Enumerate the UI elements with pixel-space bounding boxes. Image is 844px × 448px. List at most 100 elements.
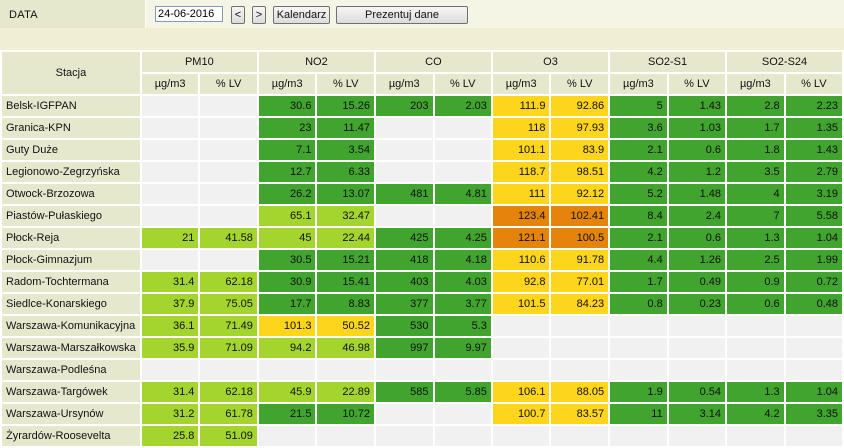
concentration-cell: 17.7	[256, 292, 318, 316]
date-label: DATA	[9, 9, 38, 21]
percent-lv-cell: 92.86	[549, 94, 611, 118]
station-name: Warszawa-Ursynów	[0, 402, 142, 426]
subheader-unit: µg/m3	[373, 72, 435, 96]
percent-lv-cell: 1.26	[666, 248, 728, 272]
table-row: Płock-Gimnazjum 30.5 15.21 418 4.18 110.6 91.7…	[0, 248, 844, 272]
concentration-cell: 92.8	[490, 270, 552, 294]
percent-lv-cell: 4.81	[432, 182, 493, 206]
subheader-lv: % LV	[315, 72, 376, 96]
concentration-cell: 1.3	[725, 380, 786, 404]
station-name: Piastów-Pułaskiego	[0, 204, 142, 228]
concentration-cell	[139, 358, 201, 382]
concentration-cell: 1.7	[725, 116, 786, 140]
percent-lv-cell	[432, 358, 493, 382]
percent-lv-cell	[432, 402, 493, 426]
concentration-cell: 26.2	[256, 182, 318, 206]
percent-lv-cell	[783, 336, 844, 360]
concentration-cell: 1.3	[725, 226, 786, 250]
concentration-cell: 4.4	[608, 248, 669, 272]
percent-lv-cell	[432, 116, 493, 140]
percent-lv-cell: 8.83	[315, 292, 376, 316]
percent-lv-cell: 0.23	[666, 292, 728, 316]
percent-lv-cell: 9.97	[432, 336, 493, 360]
concentration-cell: 8.4	[608, 204, 669, 228]
concentration-cell	[139, 138, 201, 162]
concentration-cell: 23	[256, 116, 318, 140]
concentration-cell	[139, 248, 201, 272]
percent-lv-cell: 92.12	[549, 182, 611, 206]
station-name: Siedlce-Konarskiego	[0, 292, 142, 316]
percent-lv-cell	[549, 314, 611, 338]
concentration-cell: 31.4	[139, 270, 201, 294]
percent-lv-cell: 71.49	[198, 314, 259, 338]
concentration-cell	[608, 358, 669, 382]
table-row: Warszawa-Marszałkowska 35.9 71.09 94.2 46.98…	[0, 336, 844, 360]
percent-lv-cell: 83.9	[549, 138, 611, 162]
concentration-cell	[256, 358, 318, 382]
concentration-cell: 0.8	[608, 292, 669, 316]
percent-lv-cell: 102.41	[549, 204, 611, 228]
concentration-cell: 111	[490, 182, 552, 206]
percent-lv-cell: 2.79	[783, 160, 844, 184]
concentration-cell	[490, 314, 552, 338]
station-name: Radom-Tochtermana	[0, 270, 142, 294]
station-name: Warszawa-Targówek	[0, 380, 142, 404]
percent-lv-cell: 1.04	[783, 380, 844, 404]
concentration-cell: 3.5	[725, 160, 786, 184]
station-header: Stacja	[0, 50, 142, 96]
concentration-cell: 2.8	[725, 94, 786, 118]
calendar-button[interactable]: Kalendarz	[273, 6, 330, 24]
percent-lv-cell: 1.2	[666, 160, 728, 184]
concentration-cell	[373, 138, 435, 162]
subheader-unit: µg/m3	[608, 72, 669, 96]
concentration-cell	[139, 116, 201, 140]
concentration-cell	[373, 402, 435, 426]
concentration-cell: 4.2	[725, 402, 786, 426]
subheader-unit: µg/m3	[256, 72, 318, 96]
percent-lv-cell: 62.18	[198, 380, 259, 404]
percent-lv-cell	[198, 160, 259, 184]
concentration-cell: 101.3	[256, 314, 318, 338]
subheader-lv: % LV	[549, 72, 611, 96]
concentration-cell: 403	[373, 270, 435, 294]
concentration-cell: 35.9	[139, 336, 201, 360]
concentration-cell: 45	[256, 226, 318, 250]
station-name: Płock-Reja	[0, 226, 142, 250]
concentration-cell	[373, 358, 435, 382]
table-row: Guty Duże 7.1 3.54 101.1 83.9 2.1 0.6 1.8 1.43	[0, 138, 844, 162]
percent-lv-cell: 5.3	[432, 314, 493, 338]
concentration-cell: 7.1	[256, 138, 318, 162]
table-row: Warszawa-Podleśna	[0, 358, 844, 382]
subheader-unit: µg/m3	[725, 72, 786, 96]
percent-lv-cell	[666, 314, 728, 338]
percent-lv-cell: 1.03	[666, 116, 728, 140]
percent-lv-cell: 22.89	[315, 380, 376, 404]
station-name: Legionowo-Zegrzyńska	[0, 160, 142, 184]
percent-lv-cell: 15.26	[315, 94, 376, 118]
date-input[interactable]	[155, 6, 223, 22]
percent-lv-cell: 88.05	[549, 380, 611, 404]
percent-lv-cell: 62.18	[198, 270, 259, 294]
subheader-unit: µg/m3	[490, 72, 552, 96]
concentration-cell: 12.7	[256, 160, 318, 184]
concentration-cell: 7	[725, 204, 786, 228]
present-data-button[interactable]: Prezentuj dane	[336, 6, 468, 24]
concentration-cell: 0.6	[725, 292, 786, 316]
prev-day-button[interactable]: <	[231, 6, 245, 24]
concentration-cell	[490, 358, 552, 382]
station-name: Warszawa-Marszałkowska	[0, 336, 142, 360]
concentration-cell	[139, 160, 201, 184]
concentration-cell: 1.7	[608, 270, 669, 294]
percent-lv-cell: 0.49	[666, 270, 728, 294]
concentration-cell: 100.7	[490, 402, 552, 426]
percent-lv-cell: 22.44	[315, 226, 376, 250]
concentration-cell: 121.1	[490, 226, 552, 250]
date-toolbar: DATA < > Kalendarz Prezentuj dane	[0, 0, 844, 28]
percent-lv-cell: 3.35	[783, 402, 844, 426]
date-controls	[146, 0, 844, 28]
group-header-o3: O3	[490, 50, 611, 74]
percent-lv-cell: 0.48	[783, 292, 844, 316]
concentration-cell	[139, 94, 201, 118]
next-day-button[interactable]: >	[252, 6, 266, 24]
table-row: Otwock-Brzozowa 26.2 13.07 481 4.81 111 92.12 5…	[0, 182, 844, 206]
